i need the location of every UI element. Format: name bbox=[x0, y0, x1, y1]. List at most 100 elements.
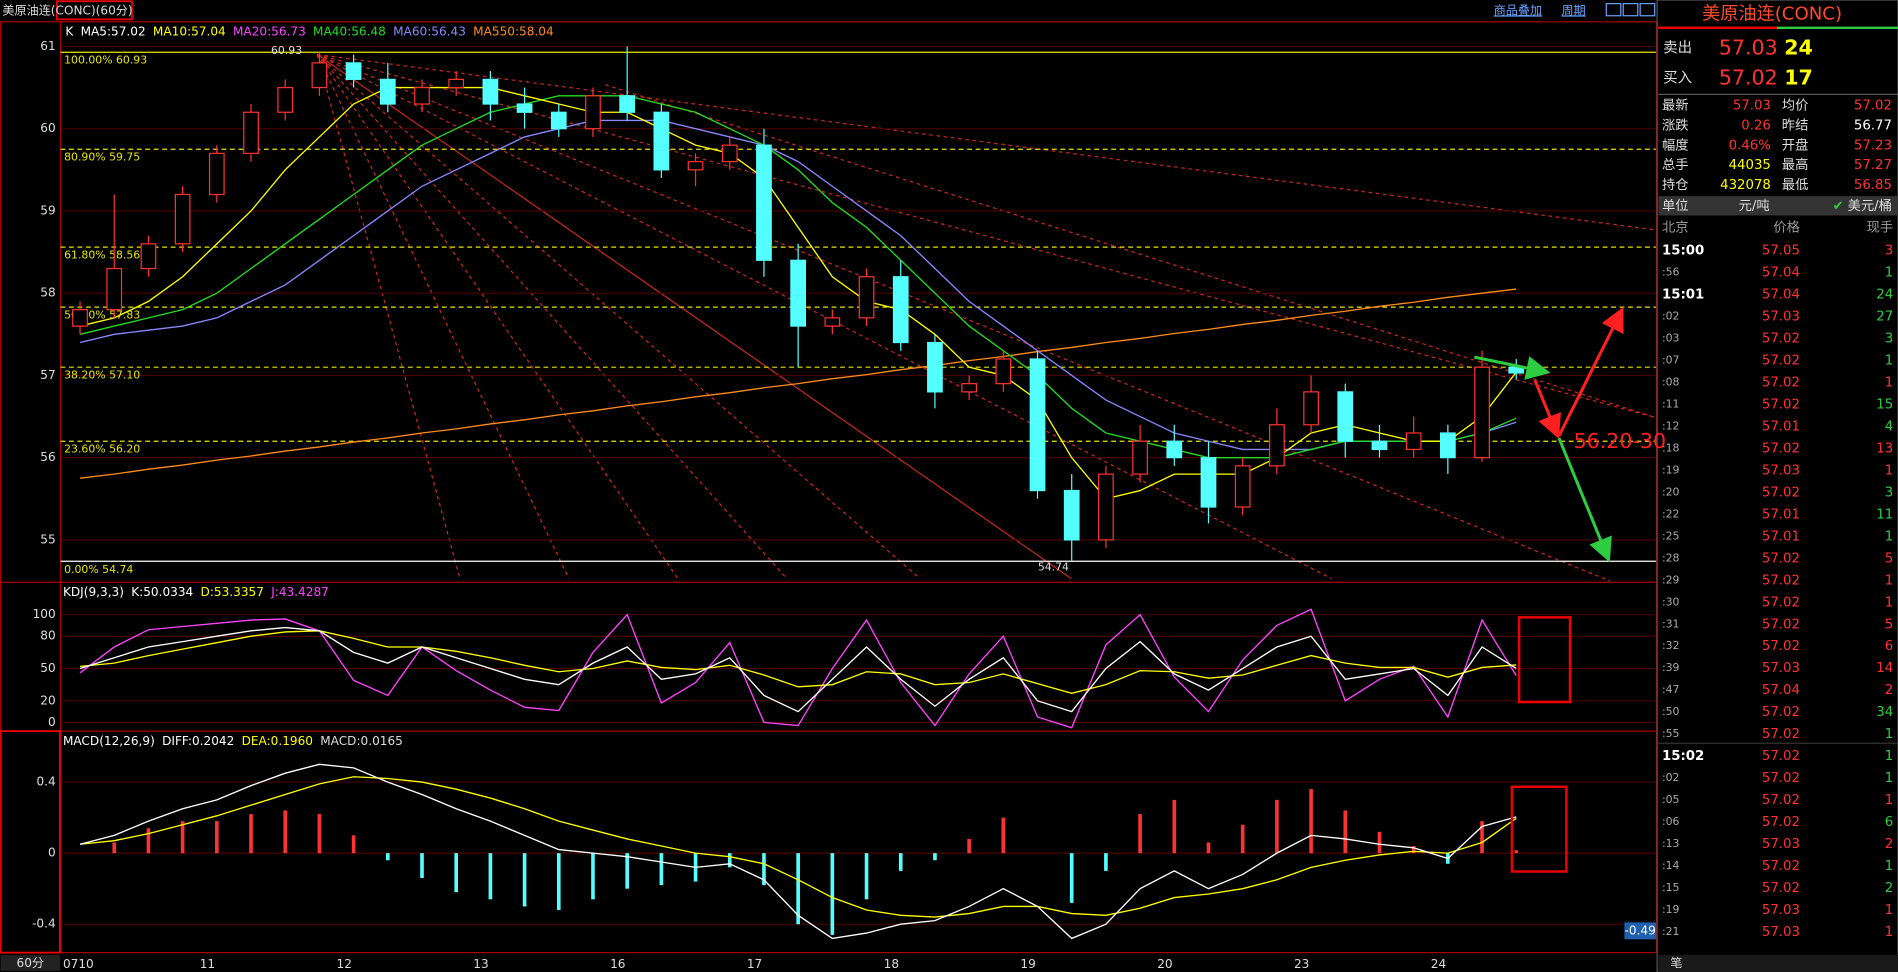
y-tick-label: 60 bbox=[40, 121, 55, 135]
y-tick-label: 0.4 bbox=[36, 775, 56, 789]
bid-price: 57.02 bbox=[1719, 66, 1778, 90]
x-tick-label: 12 bbox=[337, 957, 352, 971]
candle-body bbox=[1371, 440, 1388, 451]
macd-line bbox=[79, 763, 1517, 940]
trade-price: 57.03 bbox=[1762, 661, 1800, 676]
candle-body bbox=[1474, 366, 1490, 459]
toolbar-link[interactable]: 商品叠加 bbox=[1494, 2, 1542, 17]
candle-body bbox=[824, 317, 841, 327]
trade-volume: 1 bbox=[1885, 903, 1893, 918]
trade-volume: 2 bbox=[1885, 837, 1893, 852]
trend-lines bbox=[316, 53, 1657, 582]
period-label: 60分 bbox=[17, 956, 44, 970]
legend: MACD(12,26,9) DIFF:0.2042 DEA:0.1960 MACD:0… bbox=[63, 733, 403, 747]
candle-body bbox=[892, 276, 909, 344]
stat-value: 44035 bbox=[1729, 158, 1771, 173]
trade-volume: 1 bbox=[1885, 859, 1893, 874]
candle-body bbox=[687, 160, 704, 171]
trade-price: 57.02 bbox=[1762, 705, 1800, 720]
window-button[interactable] bbox=[1639, 3, 1656, 17]
candle-body bbox=[1234, 465, 1251, 508]
unit-label: 单位 bbox=[1662, 198, 1689, 214]
toolbar-link[interactable]: 周期 bbox=[1561, 3, 1585, 17]
kdj-line bbox=[79, 626, 1517, 713]
trade-time: :22 bbox=[1662, 507, 1680, 520]
candle-body bbox=[1439, 432, 1456, 459]
trade-price: 57.02 bbox=[1762, 617, 1800, 632]
x-tick-label: 20 bbox=[1157, 957, 1172, 971]
window-button[interactable] bbox=[1605, 3, 1622, 17]
axis-highlight bbox=[0, 730, 61, 954]
legend-entry: MACD:0.0165 bbox=[320, 733, 403, 747]
trade-volume: 2 bbox=[1885, 881, 1893, 896]
candle-body bbox=[243, 111, 259, 154]
trade-volume: 11 bbox=[1876, 507, 1893, 522]
legend-entry: KDJ(9,3,3) bbox=[63, 584, 124, 598]
trade-volume: 5 bbox=[1885, 617, 1893, 632]
trade-time: :29 bbox=[1662, 573, 1680, 586]
fan-line bbox=[316, 54, 570, 579]
candle-body bbox=[1405, 432, 1422, 451]
x-tick-label: 17 bbox=[747, 957, 762, 971]
trade-time: :13 bbox=[1662, 837, 1680, 850]
candle-body bbox=[1337, 391, 1354, 442]
trade-time: 15:02 bbox=[1662, 749, 1704, 764]
stat-value: 0.46% bbox=[1729, 138, 1771, 153]
trade-time: :12 bbox=[1662, 419, 1680, 432]
legend-entry: MA40:56.48 bbox=[313, 24, 386, 38]
candle-body bbox=[1166, 440, 1183, 459]
trade-volume: 1 bbox=[1885, 749, 1893, 764]
trade-volume: 1 bbox=[1885, 529, 1893, 544]
level-label: 0.00% 54.74 bbox=[64, 563, 133, 576]
fan-line bbox=[316, 54, 921, 580]
y-tick-label: 57 bbox=[40, 368, 55, 382]
trade-time: :18 bbox=[1662, 441, 1680, 454]
x-tick-label: 19 bbox=[1020, 957, 1035, 971]
y-tick-label: 61 bbox=[40, 39, 55, 53]
legend-entry: J:43.4287 bbox=[270, 584, 329, 598]
y-tick-label: 50 bbox=[40, 661, 55, 675]
trade-time: :14 bbox=[1662, 859, 1680, 872]
candle-body bbox=[72, 309, 88, 327]
candle-body bbox=[516, 103, 533, 113]
footer-label[interactable]: 笔 bbox=[1670, 955, 1682, 970]
quote-title: 美原油连(CONC) bbox=[1702, 4, 1842, 25]
trade-time: :06 bbox=[1662, 815, 1680, 828]
candle-body bbox=[345, 62, 362, 80]
legend-entry: D:53.3357 bbox=[201, 584, 264, 598]
legend: KDJ(9,3,3) K:50.0334 D:53.3357 J:43.4287 bbox=[63, 584, 329, 598]
trade-volume: 27 bbox=[1876, 310, 1893, 325]
trade-price: 57.02 bbox=[1762, 441, 1800, 456]
window-button[interactable] bbox=[1622, 3, 1639, 17]
trade-time: :08 bbox=[1662, 375, 1680, 388]
trade-time: :30 bbox=[1662, 595, 1680, 608]
unit-row bbox=[1658, 196, 1898, 216]
candle-body bbox=[619, 95, 636, 113]
candle-body bbox=[1098, 473, 1114, 541]
trade-time: :20 bbox=[1662, 485, 1680, 498]
legend-entry: K bbox=[65, 24, 74, 38]
candle-body bbox=[721, 144, 738, 163]
y-tick-label: 56 bbox=[40, 450, 55, 464]
stat-label: 均价 bbox=[1782, 97, 1809, 113]
candle-body bbox=[379, 78, 396, 105]
stat-label: 最新 bbox=[1662, 97, 1689, 113]
trade-price: 57.02 bbox=[1762, 353, 1800, 368]
legend-entry: MA10:57.04 bbox=[153, 24, 226, 38]
legend-entry: DIFF:0.2042 bbox=[162, 733, 234, 747]
x-tick-label: 11 bbox=[200, 957, 215, 971]
trade-price: 57.03 bbox=[1762, 837, 1800, 852]
trade-volume: 14 bbox=[1876, 661, 1893, 676]
candle-body bbox=[311, 62, 328, 89]
trade-price: 57.02 bbox=[1762, 331, 1800, 346]
trade-time: :55 bbox=[1662, 727, 1680, 740]
annotation: 56.20-30 bbox=[1574, 429, 1666, 453]
stat-label: 涨跌 bbox=[1662, 117, 1689, 133]
candle-body bbox=[1303, 391, 1319, 426]
badge bbox=[1624, 922, 1656, 940]
macd-line bbox=[79, 776, 1517, 918]
trade-time: :28 bbox=[1662, 551, 1680, 564]
trade-time: :05 bbox=[1662, 793, 1680, 806]
candle-body bbox=[653, 111, 670, 171]
